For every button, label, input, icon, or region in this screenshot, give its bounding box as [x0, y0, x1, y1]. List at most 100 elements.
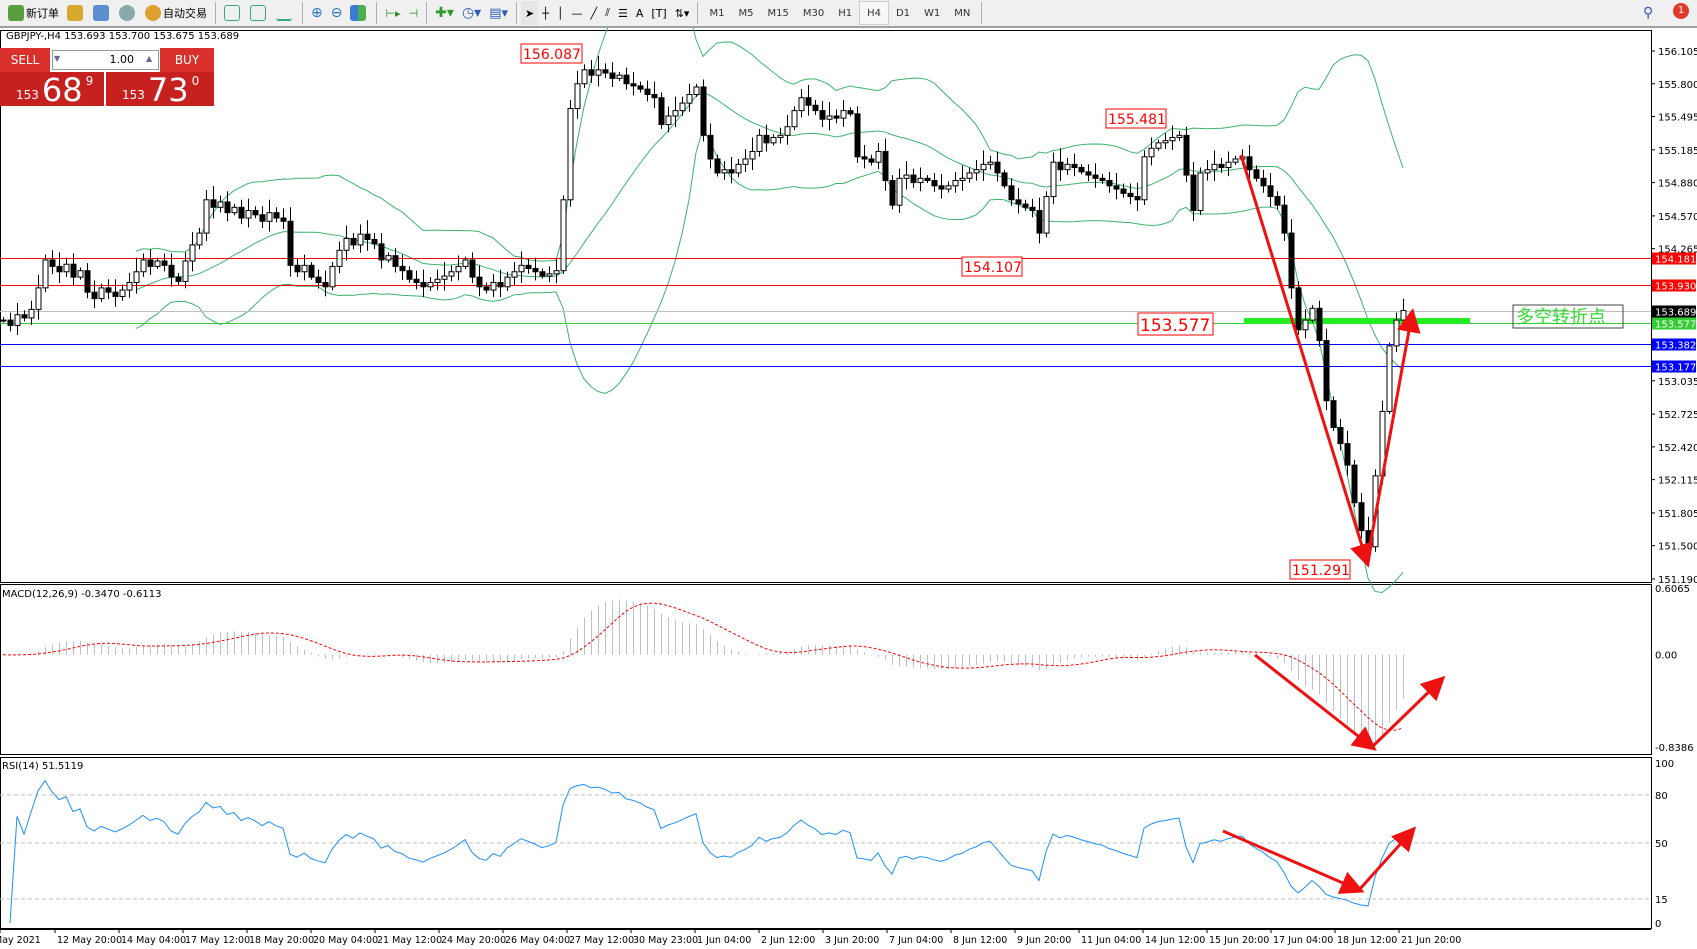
time-label: 3 Jun 20:00	[825, 935, 879, 946]
lot-decrease-icon[interactable]: ▼	[54, 54, 61, 63]
candle	[1316, 300, 1323, 347]
candle-body	[833, 115, 840, 119]
sell-button[interactable]: SELL	[0, 48, 50, 72]
candle	[686, 83, 693, 112]
periods-button[interactable]: ◷▾	[458, 1, 485, 25]
candle	[49, 250, 56, 275]
auto-trading-button[interactable]: 自动交易	[141, 1, 211, 25]
text-icon: A	[635, 6, 644, 20]
candle	[924, 175, 931, 184]
candle-body	[938, 185, 945, 190]
candle	[798, 89, 805, 118]
zoom-out-button[interactable]: ⊖	[327, 1, 347, 25]
auto-scroll-button[interactable]: ⊢▸	[381, 1, 404, 25]
candle-body	[14, 314, 21, 326]
candle-body	[1036, 210, 1043, 234]
time-label: 24 May 20:00	[441, 935, 506, 946]
arrows-button[interactable]: ⇅▾	[671, 1, 694, 25]
buy-price[interactable]: 153 73 0	[106, 72, 214, 106]
candle-body	[154, 260, 161, 267]
search-icon[interactable]: ⚲	[1643, 5, 1654, 21]
text-button[interactable]: A	[632, 1, 648, 25]
new-order-button[interactable]: 新订单	[4, 1, 63, 25]
timeframe-bar: M1 M5 M15 M30 H1 H4 D1 W1 MN	[702, 1, 977, 25]
candle-body	[126, 282, 133, 291]
candle-body	[1197, 172, 1204, 212]
timeframe-d1[interactable]: D1	[895, 7, 911, 19]
timeframe-m15[interactable]: M15	[767, 7, 789, 19]
candle-body	[1043, 196, 1050, 234]
horizontal-line-button[interactable]: —	[567, 1, 586, 25]
candle-body	[945, 185, 952, 190]
candle	[966, 167, 973, 183]
timeframe-mn[interactable]: MN	[954, 7, 971, 19]
candle	[1204, 160, 1211, 181]
candle	[1036, 197, 1043, 244]
fibonacci-button[interactable]: ☰	[614, 1, 632, 25]
time-label: 17 May 12:00	[185, 935, 250, 946]
chart-area[interactable]: 154.181153.930153.689153.577153.382153.1…	[0, 28, 1697, 949]
candle-body	[203, 199, 210, 234]
trendline-button[interactable]: ╱	[586, 1, 601, 25]
candle-body	[609, 72, 616, 79]
candle	[21, 310, 28, 322]
candle	[1183, 126, 1190, 182]
candle	[756, 128, 763, 157]
candle	[329, 262, 336, 291]
candle	[1064, 157, 1071, 175]
text-label-button[interactable]: [T]	[647, 1, 670, 25]
indicators-button[interactable]: ✚▾	[431, 1, 458, 25]
candle-body	[693, 86, 700, 96]
signals-button[interactable]	[115, 1, 141, 25]
templates-button[interactable]: ▤▾	[485, 1, 512, 25]
candle-body	[224, 201, 231, 214]
candle-body	[7, 319, 14, 326]
candle-body	[875, 150, 882, 163]
notification-badge[interactable]: 1	[1673, 3, 1689, 19]
time-label: 14 Jun 12:00	[1145, 935, 1205, 946]
time-label: 11 Jun 04:00	[1081, 935, 1141, 946]
candle	[1197, 167, 1204, 215]
candle	[175, 272, 182, 285]
lot-size-input[interactable]: 1.00	[52, 50, 159, 70]
candle-body	[917, 177, 924, 184]
candle	[826, 102, 833, 131]
crosshair-button[interactable]: ┼	[538, 1, 553, 25]
candle	[287, 207, 294, 277]
cursor-button[interactable]: ➤	[521, 1, 539, 25]
zoom-in-button[interactable]: ⊕	[307, 1, 327, 25]
sell-price[interactable]: 153 68 9	[0, 72, 104, 106]
price-line-label-bg	[1652, 279, 1696, 292]
trendline-icon: ╱	[590, 6, 598, 20]
line-chart-button[interactable]	[272, 1, 298, 25]
candle-body	[462, 259, 469, 267]
lot-increase-icon[interactable]: ▲	[146, 54, 153, 63]
time-label: 20 May 04:00	[313, 935, 378, 946]
candle-body	[77, 270, 84, 278]
timeframe-w1[interactable]: W1	[924, 7, 941, 19]
candle	[637, 81, 644, 93]
timeframe-m1[interactable]: M1	[709, 7, 725, 19]
tile-windows-button[interactable]	[346, 1, 372, 25]
chart-shift-button[interactable]: ⊣	[405, 1, 423, 25]
candle-body	[539, 271, 546, 277]
candle-body	[378, 243, 385, 261]
channel-button[interactable]: ⫽	[601, 1, 614, 25]
timeframe-m5[interactable]: M5	[738, 7, 754, 19]
candle	[252, 206, 259, 219]
navigator-button[interactable]	[89, 1, 115, 25]
buy-button[interactable]: BUY	[160, 48, 214, 72]
timeframe-h4[interactable]: H4	[859, 1, 889, 25]
vertical-line-button[interactable]: │	[553, 1, 568, 25]
candle	[742, 149, 749, 173]
timeframe-h1[interactable]: H1	[838, 7, 853, 19]
candle	[1386, 342, 1393, 414]
template-icon: ▤▾	[489, 5, 508, 21]
candle	[448, 265, 455, 282]
candlestick-button[interactable]	[246, 1, 272, 25]
market-watch-button[interactable]	[63, 1, 89, 25]
bar-chart-button[interactable]	[220, 1, 246, 25]
candle-body	[301, 264, 308, 273]
candle-body	[1155, 142, 1162, 149]
timeframe-m30[interactable]: M30	[802, 7, 825, 19]
